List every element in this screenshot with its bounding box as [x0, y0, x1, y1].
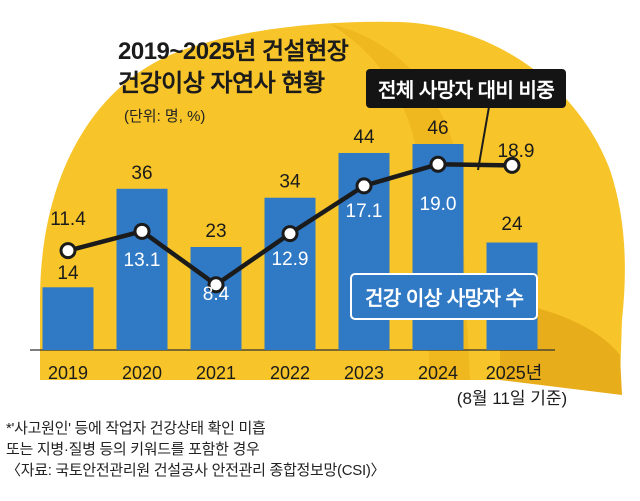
bar-2020 — [116, 188, 168, 350]
unit-label: (단위: 명, %) — [124, 108, 206, 125]
ratio-point-2020 — [133, 222, 151, 240]
chart-title-line-2: 건강이상 자연사 현황 — [118, 70, 325, 97]
bar-value-label-2021: 23 — [205, 221, 226, 242]
ratio-value-label-2020: 13.1 — [124, 250, 161, 271]
footnotes: *'사고원인' 등에 작업자 건강상태 확인 미흡 또는 지병·질병 등의 키워… — [6, 418, 386, 481]
bar-2021 — [190, 247, 242, 350]
ratio-point-2022 — [281, 225, 299, 243]
ratio-point-2021 — [207, 276, 225, 294]
bar-value-label-2023: 44 — [353, 127, 375, 148]
ratio-value-label-2025년: 18.9 — [498, 141, 535, 162]
ratio-value-label-2022: 12.9 — [272, 249, 309, 270]
legend-line-series: 전체 사망자 대비 비중 — [366, 69, 567, 108]
x-tick-label-2019: 2019 — [48, 363, 88, 383]
footnote-line-1: *'사고원인' 등에 작업자 건강상태 확인 미흡 — [6, 420, 266, 437]
x-tick-note: (8월 11일 기준) — [457, 389, 567, 408]
x-tick-label-2023: 2023 — [344, 363, 384, 383]
bar-value-label-2024: 46 — [427, 118, 448, 139]
ratio-value-label-2021: 8.4 — [203, 284, 230, 305]
bar-value-label-2022: 34 — [279, 172, 301, 193]
x-tick-label-2025년: 2025년 — [486, 363, 543, 383]
chart-title: 2019~2025년 건설현장 건강이상 자연사 현황 — [118, 36, 349, 100]
bar-value-label-2020: 36 — [131, 163, 152, 184]
chart-title-line-1: 2019~2025년 건설현장 — [118, 38, 349, 65]
ratio-point-2025년 — [503, 156, 521, 174]
bar-value-label-2019: 14 — [57, 263, 79, 284]
x-tick-label-2022: 2022 — [270, 363, 310, 383]
footnote-line-2: 또는 지병·질병 등의 키워드를 포함한 경우 — [6, 441, 260, 458]
plot-area: 14 36 23 34 44 46 24 11.4 13.1 8.4 12.9 17.1 19.0 18.… — [30, 100, 567, 408]
bar-2019 — [42, 287, 94, 350]
ratio-value-label-2024: 19.0 — [420, 194, 457, 215]
x-tick-label-2021: 2021 — [196, 363, 236, 383]
ratio-point-2019 — [59, 242, 77, 260]
legend-bar-series: 건강 이상 사망자 수 — [350, 273, 539, 320]
ratio-value-label-2023: 17.1 — [346, 201, 383, 222]
x-tick-label-2024: 2024 — [418, 363, 458, 383]
x-tick-label-2020: 2020 — [122, 363, 162, 383]
ratio-point-2024 — [429, 155, 447, 173]
bar-value-label-2025년: 24 — [501, 214, 523, 235]
source-note: 〈자료: 국토안전관리원 건설공사 안전관리 종합정보망(CSI)〉 — [6, 462, 386, 479]
legend-leader-line — [477, 100, 491, 171]
ratio-value-label-2019: 11.4 — [50, 209, 86, 230]
ratio-point-2023 — [355, 177, 373, 195]
